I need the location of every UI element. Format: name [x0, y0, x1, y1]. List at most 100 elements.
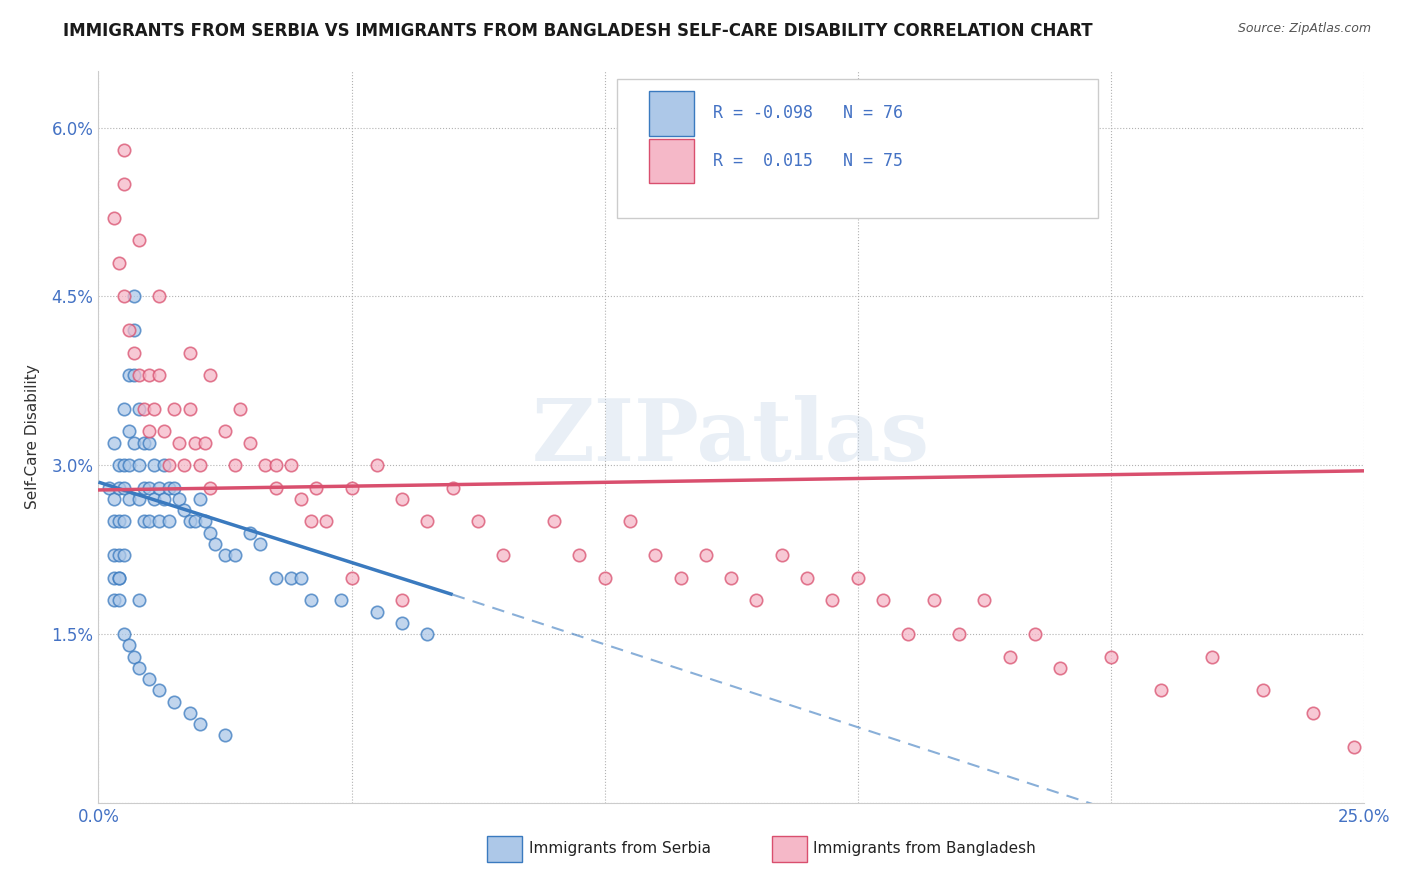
Point [796, 571, 818, 585]
Point [998, 649, 1021, 664]
Point [138, 481, 160, 495]
Point [148, 289, 170, 303]
FancyBboxPatch shape [617, 78, 1098, 218]
Point [340, 481, 363, 495]
Point [112, 177, 135, 191]
Point [1024, 627, 1046, 641]
Point [128, 368, 150, 383]
Point [122, 345, 145, 359]
Point [118, 638, 141, 652]
Point [198, 525, 221, 540]
Point [107, 571, 129, 585]
Point [1049, 661, 1071, 675]
Point [118, 323, 141, 337]
Point [973, 593, 995, 607]
Point [112, 401, 135, 416]
Point [173, 458, 195, 473]
Point [148, 481, 170, 495]
Point [214, 425, 236, 439]
Point [214, 728, 236, 742]
Point [112, 481, 135, 495]
Point [745, 593, 768, 607]
Point [366, 605, 388, 619]
Point [290, 571, 312, 585]
Point [1251, 683, 1274, 698]
Point [188, 491, 211, 506]
Point [1150, 683, 1173, 698]
Point [194, 515, 217, 529]
Point [128, 233, 150, 247]
Point [107, 571, 129, 585]
Point [148, 683, 170, 698]
Point [330, 593, 353, 607]
Text: Source: ZipAtlas.com: Source: ZipAtlas.com [1237, 22, 1371, 36]
Point [204, 537, 226, 551]
Point [198, 481, 221, 495]
Point [441, 481, 464, 495]
Point [122, 649, 145, 664]
Point [290, 491, 312, 506]
Point [695, 548, 717, 562]
Y-axis label: Self-Care Disability: Self-Care Disability [25, 365, 41, 509]
FancyBboxPatch shape [486, 836, 523, 862]
FancyBboxPatch shape [772, 836, 807, 862]
Point [948, 627, 970, 641]
Text: R =  0.015   N = 75: R = 0.015 N = 75 [713, 152, 904, 170]
Point [366, 458, 388, 473]
Point [148, 368, 170, 383]
Point [157, 458, 180, 473]
Point [239, 525, 262, 540]
Point [112, 627, 135, 641]
Point [169, 491, 191, 506]
Point [103, 548, 125, 562]
Point [391, 615, 413, 630]
Point [107, 593, 129, 607]
Text: ZIPatlas: ZIPatlas [531, 395, 931, 479]
Point [315, 515, 337, 529]
Point [132, 401, 155, 416]
Point [299, 515, 322, 529]
Point [103, 435, 125, 450]
Point [157, 515, 180, 529]
Point [122, 289, 145, 303]
Point [198, 368, 221, 383]
Point [188, 458, 211, 473]
Point [264, 458, 287, 473]
Point [153, 458, 176, 473]
Point [194, 435, 217, 450]
Point [103, 593, 125, 607]
Point [264, 571, 287, 585]
Point [157, 481, 180, 495]
Point [107, 548, 129, 562]
Point [173, 503, 195, 517]
Point [1201, 649, 1223, 664]
Point [138, 425, 160, 439]
Point [103, 211, 125, 225]
Point [922, 593, 945, 607]
Point [720, 571, 742, 585]
Point [280, 571, 302, 585]
Text: Immigrants from Serbia: Immigrants from Serbia [529, 841, 710, 856]
Point [183, 515, 205, 529]
Point [163, 401, 186, 416]
Point [128, 593, 150, 607]
Point [239, 435, 262, 450]
Point [107, 481, 129, 495]
Point [107, 458, 129, 473]
Point [122, 323, 145, 337]
Point [122, 435, 145, 450]
Text: IMMIGRANTS FROM SERBIA VS IMMIGRANTS FROM BANGLADESH SELF-CARE DISABILITY CORREL: IMMIGRANTS FROM SERBIA VS IMMIGRANTS FRO… [63, 22, 1092, 40]
Point [770, 548, 793, 562]
Point [280, 458, 302, 473]
FancyBboxPatch shape [648, 138, 695, 183]
Point [103, 571, 125, 585]
Point [897, 627, 920, 641]
Point [299, 593, 322, 607]
Point [132, 515, 155, 529]
Point [305, 481, 328, 495]
Point [492, 548, 515, 562]
Point [416, 515, 439, 529]
Point [179, 401, 201, 416]
Point [846, 571, 869, 585]
Point [128, 401, 150, 416]
